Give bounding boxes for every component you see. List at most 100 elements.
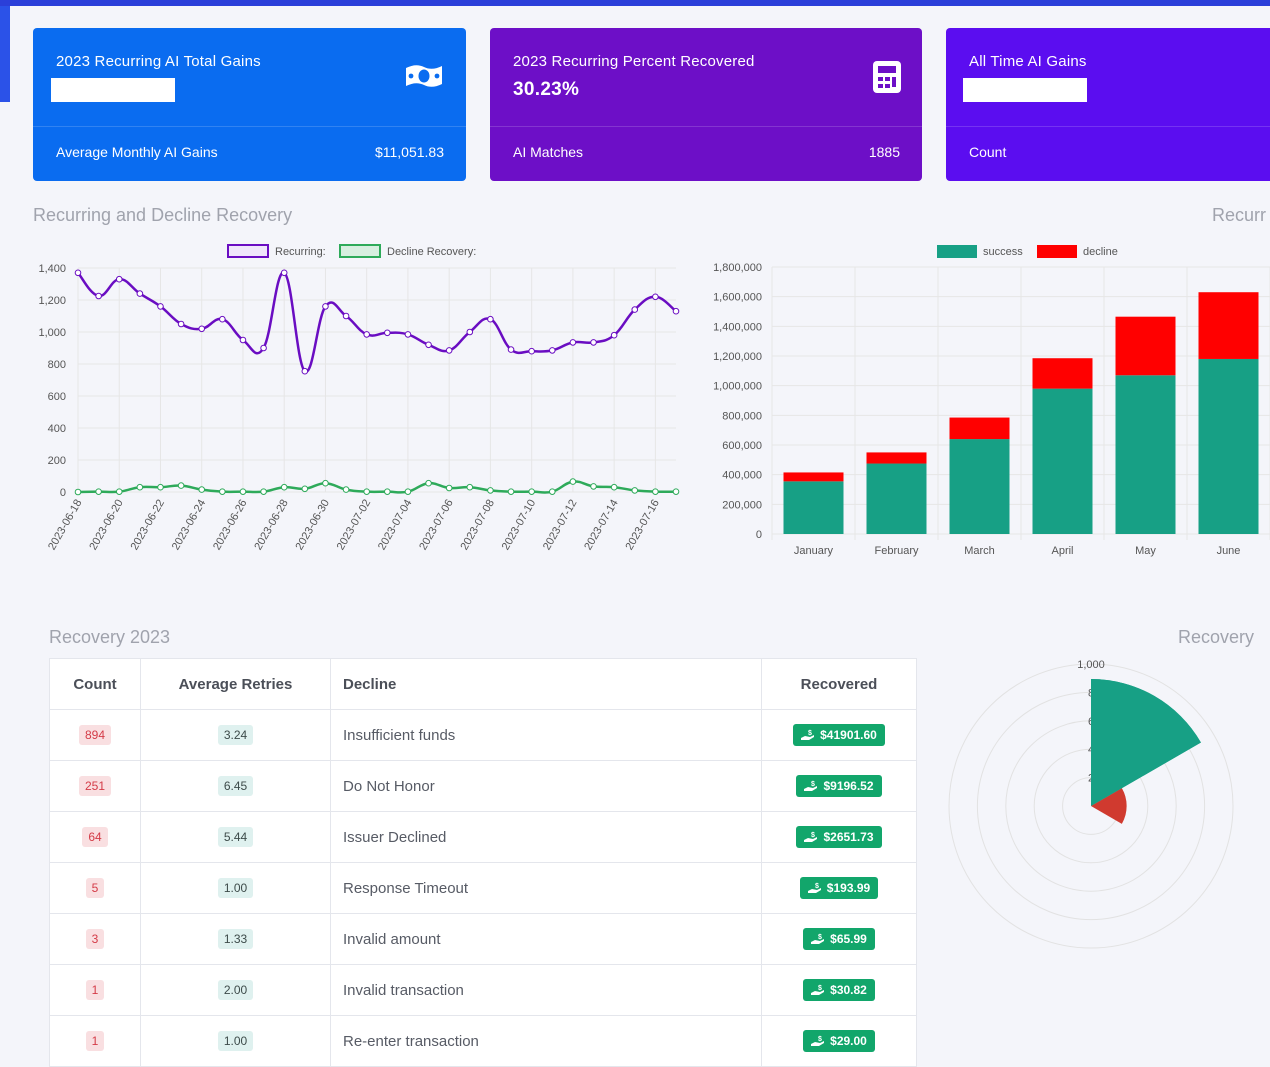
count-badge: 1 bbox=[85, 1031, 105, 1051]
bar-success bbox=[1198, 358, 1259, 534]
data-point bbox=[507, 488, 515, 495]
table-row: 64 5.44 Issuer Declined $ $2651.73 bbox=[49, 811, 917, 863]
recovered-amount: $30.82 bbox=[830, 983, 867, 997]
legend-swatch bbox=[227, 244, 269, 258]
card-total-gains: 2023 Recurring AI Total Gains Average Mo… bbox=[33, 28, 466, 181]
card-divider bbox=[490, 126, 922, 127]
column-header-retries[interactable]: Average Retries bbox=[140, 658, 331, 710]
calculator-icon bbox=[872, 60, 902, 99]
x-tick-label: 2023-07-06 bbox=[417, 498, 456, 553]
data-point bbox=[280, 269, 288, 277]
legend-swatch bbox=[1037, 245, 1077, 258]
svg-text:$: $ bbox=[811, 781, 815, 788]
x-tick-label: May bbox=[1135, 545, 1156, 557]
bar-chart: 0 200,000 400,000 600,000 800,000 1,000,000 1,… bbox=[713, 245, 1270, 557]
y-tick-label: 1,800,000 bbox=[713, 262, 762, 274]
x-tick-label: 2023-07-02 bbox=[335, 498, 374, 553]
decline-reason: Do Not Honor bbox=[330, 760, 762, 812]
y-tick-label: 1,400 bbox=[38, 263, 66, 275]
y-tick-label: 1,000 bbox=[38, 327, 66, 339]
recovered-amount: $65.99 bbox=[830, 932, 867, 946]
recovery-table: Count Average Retries Decline Recovered … bbox=[49, 658, 917, 1067]
retries-badge: 5.44 bbox=[217, 827, 254, 847]
data-point bbox=[115, 488, 123, 495]
column-header-decline[interactable]: Decline bbox=[330, 658, 762, 710]
money-bill-icon bbox=[404, 62, 444, 95]
y-tick-label: 1,600,000 bbox=[713, 292, 762, 304]
data-point bbox=[384, 488, 391, 495]
data-point bbox=[95, 488, 102, 495]
data-point bbox=[672, 488, 680, 495]
recovered-badge: $ $41901.60 bbox=[793, 724, 885, 746]
hand-dollar-icon: $ bbox=[811, 934, 825, 944]
decline-reason: Response Timeout bbox=[330, 862, 762, 914]
y-tick-label: 200 bbox=[48, 455, 66, 467]
legend-label: decline bbox=[1083, 246, 1118, 258]
x-tick-label: 2023-06-26 bbox=[211, 498, 250, 553]
x-tick-label: 2023-07-08 bbox=[458, 498, 497, 553]
y-tick-label: 1,000,000 bbox=[713, 381, 762, 393]
data-point bbox=[260, 344, 267, 352]
data-point bbox=[363, 488, 370, 495]
retries-badge: 6.45 bbox=[217, 776, 254, 796]
data-point bbox=[487, 487, 494, 494]
card-all-time-gains: All Time AI Gains Count bbox=[946, 28, 1270, 181]
recovered-amount: $41901.60 bbox=[820, 728, 877, 742]
x-tick-label: 2023-06-22 bbox=[129, 498, 168, 553]
data-point bbox=[487, 315, 494, 323]
x-tick-label: February bbox=[874, 545, 919, 557]
recovered-amount: $2651.73 bbox=[823, 830, 874, 844]
polar-chart-title: Recovery bbox=[1178, 627, 1255, 647]
recovered-badge: $ $9196.52 bbox=[796, 775, 882, 797]
data-point bbox=[548, 488, 556, 495]
recovered-badge: $ $30.82 bbox=[803, 979, 875, 1001]
card-title: All Time AI Gains bbox=[969, 53, 1087, 70]
legend-swatch bbox=[937, 245, 977, 258]
data-point bbox=[136, 290, 144, 297]
data-point bbox=[528, 347, 535, 355]
bar-success bbox=[1115, 375, 1176, 534]
bar-success bbox=[949, 439, 1010, 534]
column-header-recovered[interactable]: Recovered bbox=[761, 658, 917, 710]
data-point bbox=[569, 339, 577, 346]
data-point bbox=[507, 346, 515, 353]
series-line bbox=[77, 271, 677, 373]
hand-dollar-icon: $ bbox=[804, 781, 818, 791]
data-point bbox=[363, 331, 370, 338]
y-tick-label: 200,000 bbox=[722, 499, 762, 511]
table-row: 894 3.24 Insufficient funds $ $41901.60 bbox=[49, 709, 917, 761]
decline-reason: Re-enter transaction bbox=[330, 1015, 762, 1067]
y-tick-label: 600,000 bbox=[722, 440, 762, 452]
data-point bbox=[445, 347, 453, 354]
data-point bbox=[177, 320, 185, 328]
hand-dollar-icon: $ bbox=[811, 1036, 825, 1046]
recovered-amount: $193.99 bbox=[826, 881, 871, 895]
count-badge: 251 bbox=[78, 776, 112, 796]
data-point bbox=[219, 315, 226, 323]
legend-label: Recurring: bbox=[275, 246, 326, 258]
column-header-count[interactable]: Count bbox=[49, 658, 141, 710]
data-point bbox=[425, 341, 432, 349]
count-badge: 5 bbox=[85, 878, 105, 898]
y-tick-label: 1,400,000 bbox=[713, 321, 762, 333]
data-point bbox=[177, 482, 185, 489]
table-row: 5 1.00 Response Timeout $ $193.99 bbox=[49, 862, 917, 914]
redacted-value bbox=[51, 78, 175, 102]
x-tick-label: April bbox=[1051, 545, 1073, 557]
retries-badge: 1.33 bbox=[217, 929, 254, 949]
bar-chart-title: Recurr bbox=[1212, 205, 1267, 225]
data-point bbox=[590, 483, 597, 490]
card-title: 2023 Recurring AI Total Gains bbox=[56, 53, 261, 70]
top-bar bbox=[0, 0, 1270, 6]
y-tick-label: 400,000 bbox=[722, 470, 762, 482]
data-point bbox=[198, 486, 206, 493]
x-tick-label: 2023-06-30 bbox=[294, 498, 333, 553]
data-point bbox=[425, 479, 432, 487]
card-foot-label: Average Monthly AI Gains bbox=[56, 144, 218, 160]
legend-swatch bbox=[339, 244, 381, 258]
y-tick-label: 400 bbox=[48, 423, 66, 435]
x-tick-label: 2023-06-20 bbox=[87, 498, 126, 553]
x-tick-label: March bbox=[964, 545, 995, 557]
x-tick-label: 2023-07-14 bbox=[582, 498, 621, 553]
bar-decline bbox=[1198, 292, 1259, 359]
